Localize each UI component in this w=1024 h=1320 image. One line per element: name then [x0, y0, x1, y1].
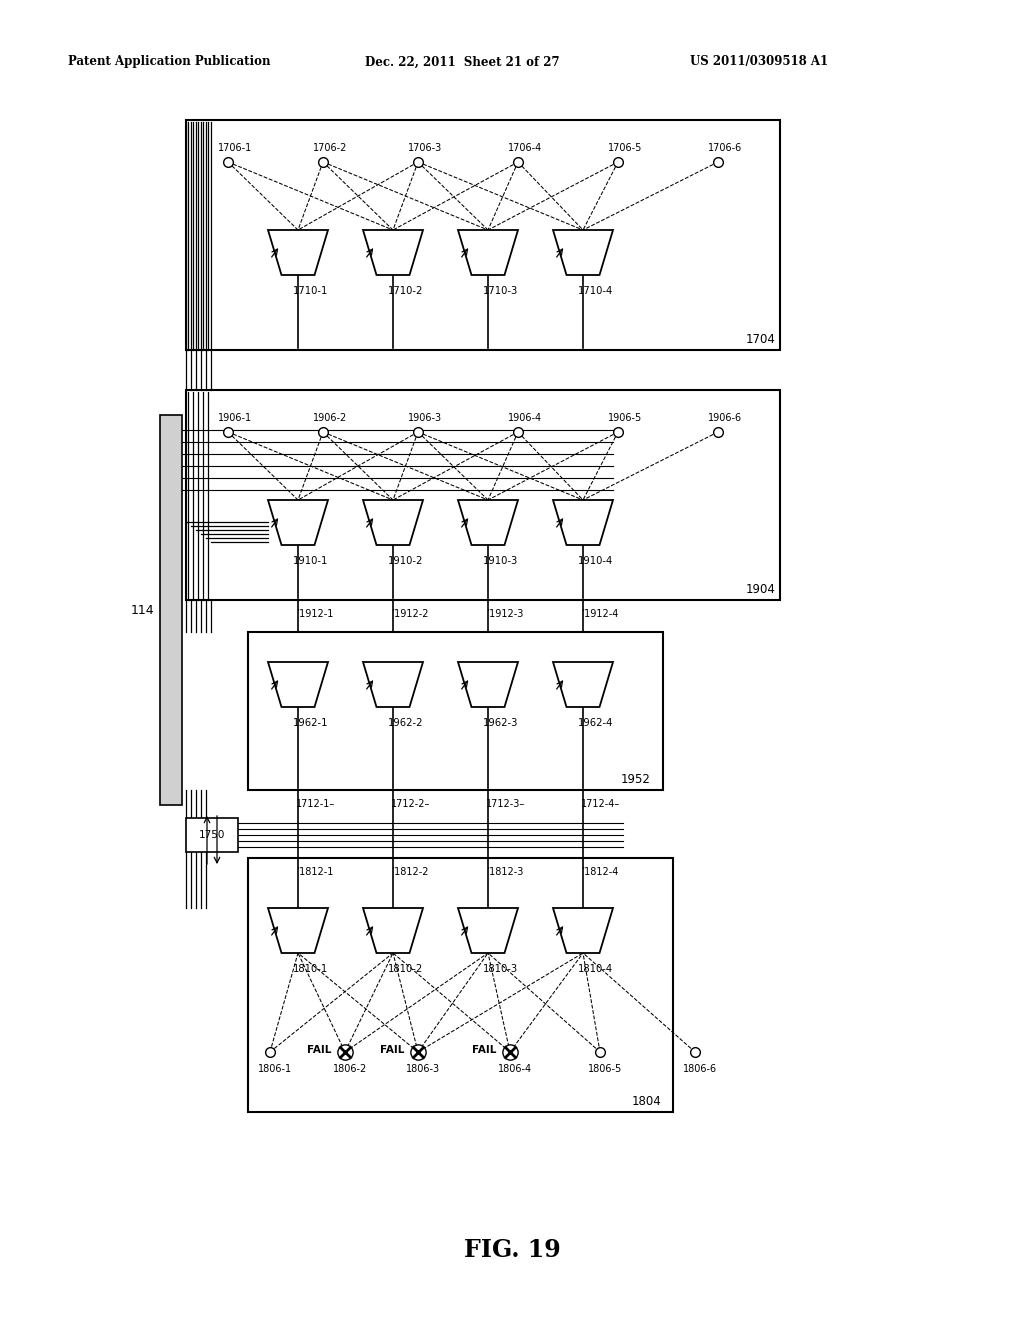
Text: 1806-4: 1806-4	[498, 1064, 532, 1074]
Polygon shape	[553, 230, 613, 275]
Text: 1810-2: 1810-2	[388, 964, 423, 974]
Polygon shape	[553, 663, 613, 708]
Text: 1962-1: 1962-1	[293, 718, 329, 729]
Text: 1712-2–: 1712-2–	[391, 799, 430, 809]
Text: 1910-3: 1910-3	[483, 556, 518, 566]
Polygon shape	[362, 663, 423, 708]
Text: 1806-5: 1806-5	[588, 1064, 623, 1074]
Text: FAIL: FAIL	[380, 1045, 404, 1055]
Text: 1712-1–: 1712-1–	[296, 799, 335, 809]
Text: 1806-6: 1806-6	[683, 1064, 717, 1074]
Text: ’1812-4: ’1812-4	[581, 867, 618, 876]
Text: FIG. 19: FIG. 19	[464, 1238, 560, 1262]
Text: 1710-2: 1710-2	[388, 286, 423, 296]
Text: 1806-1: 1806-1	[258, 1064, 292, 1074]
Text: US 2011/0309518 A1: US 2011/0309518 A1	[690, 55, 828, 69]
Text: ’1812-3: ’1812-3	[486, 867, 523, 876]
Text: 1904: 1904	[746, 583, 776, 597]
Bar	[186, 818, 238, 851]
Polygon shape	[458, 908, 518, 953]
Text: 1750: 1750	[199, 830, 225, 840]
Text: 1906-4: 1906-4	[508, 413, 542, 422]
Text: 1906-2: 1906-2	[313, 413, 347, 422]
Text: 1906-5: 1906-5	[608, 413, 642, 422]
Polygon shape	[458, 230, 518, 275]
Polygon shape	[458, 663, 518, 708]
Text: 1906-1: 1906-1	[218, 413, 252, 422]
Bar	[248, 632, 663, 789]
Text: 1806-2: 1806-2	[333, 1064, 368, 1074]
Text: 1810-3: 1810-3	[483, 964, 518, 974]
Text: 1706-2: 1706-2	[313, 143, 347, 153]
Text: ’1812-2: ’1812-2	[391, 867, 428, 876]
Text: 1906-6: 1906-6	[708, 413, 742, 422]
Text: 1804: 1804	[631, 1096, 662, 1107]
Text: 1910-4: 1910-4	[578, 556, 613, 566]
Text: 1706-6: 1706-6	[708, 143, 742, 153]
Text: 1962-4: 1962-4	[578, 718, 613, 729]
Polygon shape	[458, 500, 518, 545]
Polygon shape	[268, 908, 328, 953]
Text: Dec. 22, 2011  Sheet 21 of 27: Dec. 22, 2011 Sheet 21 of 27	[365, 55, 560, 69]
Polygon shape	[553, 908, 613, 953]
Text: 1706-5: 1706-5	[608, 143, 642, 153]
Text: 1962-2: 1962-2	[388, 718, 424, 729]
Text: 1906-3: 1906-3	[408, 413, 442, 422]
Text: 1706-3: 1706-3	[408, 143, 442, 153]
Text: 1910-1: 1910-1	[293, 556, 329, 566]
Text: 1706-4: 1706-4	[508, 143, 543, 153]
Bar	[248, 858, 673, 1111]
Polygon shape	[268, 663, 328, 708]
Text: 1704: 1704	[746, 333, 776, 346]
Text: 1712-4–: 1712-4–	[581, 799, 621, 809]
Polygon shape	[362, 230, 423, 275]
Text: 1952: 1952	[622, 774, 651, 785]
Text: Patent Application Publication: Patent Application Publication	[68, 55, 270, 69]
Text: 1810-1: 1810-1	[293, 964, 329, 974]
Polygon shape	[268, 230, 328, 275]
Bar	[160, 414, 182, 805]
Text: ’1912-3: ’1912-3	[486, 609, 523, 619]
Text: ’1912-4: ’1912-4	[581, 609, 618, 619]
Text: ’1812-1: ’1812-1	[296, 867, 334, 876]
Text: FAIL: FAIL	[472, 1045, 496, 1055]
Text: 1710-3: 1710-3	[483, 286, 518, 296]
Polygon shape	[553, 500, 613, 545]
Text: 1910-2: 1910-2	[388, 556, 423, 566]
Text: 1962-3: 1962-3	[483, 718, 518, 729]
Polygon shape	[268, 500, 328, 545]
Text: 1806-3: 1806-3	[406, 1064, 440, 1074]
Text: 1706-1: 1706-1	[218, 143, 252, 153]
Polygon shape	[362, 500, 423, 545]
Text: ’1912-2: ’1912-2	[391, 609, 428, 619]
Text: 1810-4: 1810-4	[578, 964, 613, 974]
Bar	[186, 389, 780, 601]
Text: FAIL: FAIL	[306, 1045, 331, 1055]
Text: 1710-1: 1710-1	[293, 286, 329, 296]
Text: 114: 114	[130, 603, 154, 616]
Polygon shape	[362, 908, 423, 953]
Text: 1712-3–: 1712-3–	[486, 799, 525, 809]
Text: ’1912-1: ’1912-1	[296, 609, 334, 619]
Text: 1710-4: 1710-4	[578, 286, 613, 296]
Bar	[186, 120, 780, 350]
